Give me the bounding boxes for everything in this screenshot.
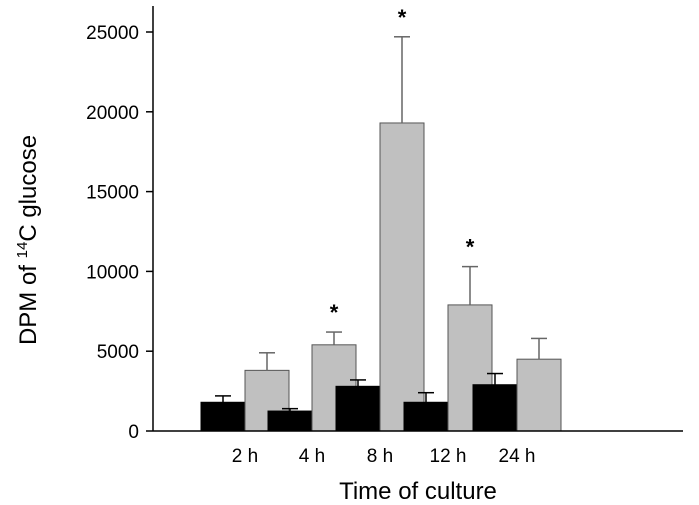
x-axis-ticks: 2 h 4 h 8 h 12 h 24 h <box>232 446 536 467</box>
x-tick-label: 4 h <box>299 446 325 467</box>
bar <box>379 122 425 432</box>
y-tick-label: 20000 <box>86 103 139 124</box>
x-tick-label: 24 h <box>499 446 536 467</box>
x-axis-title: Time of culture <box>339 478 497 505</box>
bar <box>403 401 449 432</box>
significance-marker: * <box>330 300 339 325</box>
y-tick-label: 0 <box>128 422 139 443</box>
y-axis-ticks: 0 5000 10000 15000 20000 25000 <box>86 23 153 443</box>
bar <box>267 410 313 432</box>
bar <box>516 358 562 432</box>
x-tick-label: 8 h <box>367 446 393 467</box>
significance-markers: * * * <box>330 5 475 325</box>
bar <box>335 385 381 432</box>
x-tick-label: 12 h <box>430 446 467 467</box>
bar <box>472 384 518 432</box>
x-tick-label: 2 h <box>232 446 258 467</box>
bars <box>200 122 562 432</box>
y-tick-label: 15000 <box>86 183 139 204</box>
significance-marker: * <box>398 5 407 30</box>
bar <box>200 401 246 432</box>
y-tick-label: 10000 <box>86 262 139 283</box>
y-tick-label: 5000 <box>97 342 139 363</box>
error-bars <box>215 36 547 412</box>
significance-marker: * <box>466 235 475 260</box>
y-tick-label: 25000 <box>86 23 139 44</box>
y-axis-title: DPM of 14C glucose <box>14 135 42 345</box>
